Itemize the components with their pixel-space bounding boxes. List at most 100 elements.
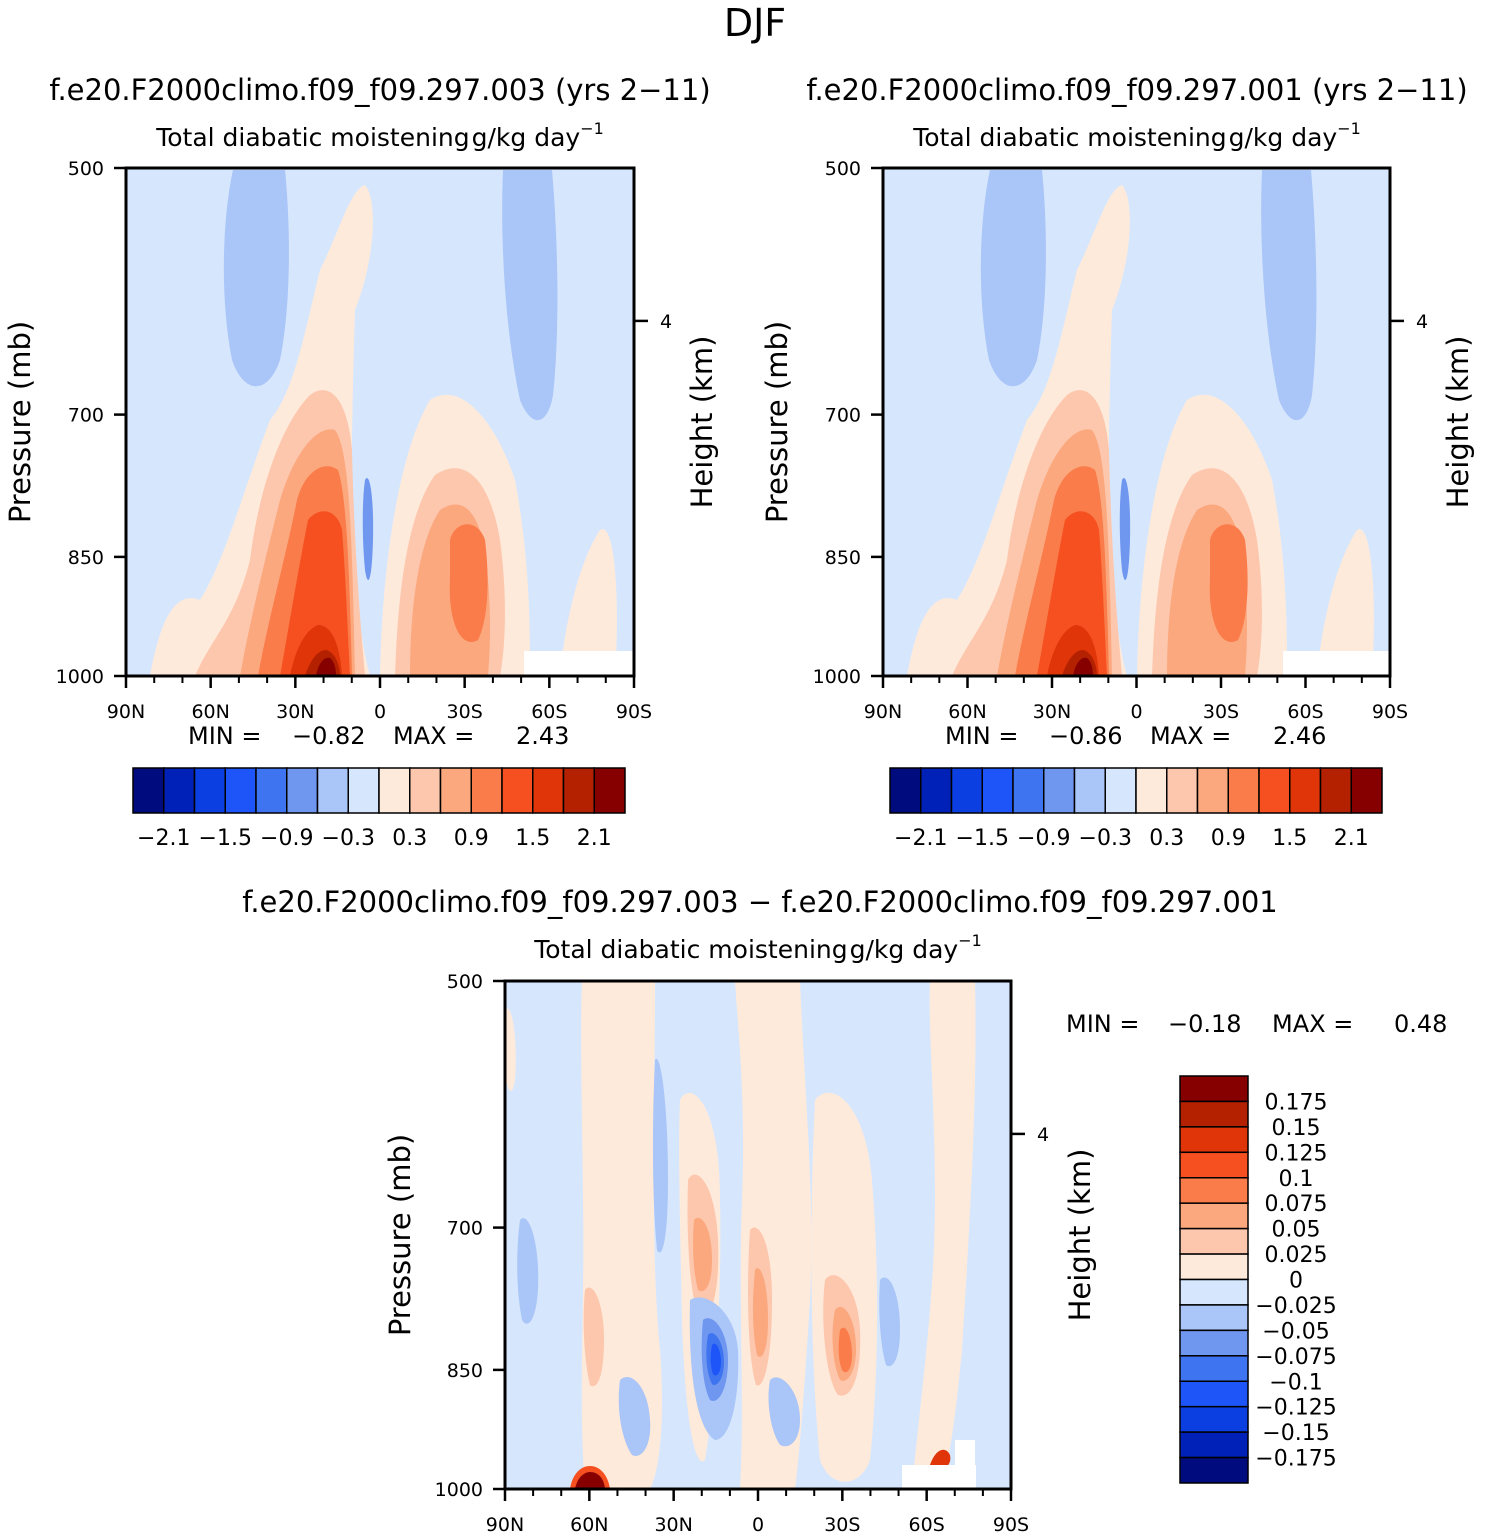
colorbar-swatch — [1350, 767, 1383, 814]
case-a-title: f.e20.F2000climo.f09_f09.297.003 (yrs 2−… — [49, 73, 710, 107]
colorbar-swatch — [1166, 767, 1199, 814]
y-tick-label: 500 — [68, 158, 104, 180]
y-tick-label: 850 — [68, 547, 104, 569]
panel-diff-negative-c — [768, 1377, 800, 1447]
colorbar-swatch — [1179, 1075, 1249, 1103]
x-tick-label: 30S — [1203, 701, 1239, 723]
colorbar-label: −2.1 — [894, 826, 947, 851]
colorbar-label: 1.5 — [1272, 826, 1307, 851]
y-tick-label: 850 — [825, 547, 861, 569]
colorbar-swatch — [286, 767, 319, 814]
colorbar-swatch — [347, 767, 380, 814]
panel-a-colorbar: −2.1 −1.5 −0.9 −0.3 0.3 0.9 1.5 2.1 — [132, 767, 626, 851]
y-tick-label: 700 — [825, 405, 861, 427]
colorbar-swatch — [1179, 1329, 1249, 1357]
panel-diff-contour-2-b — [752, 1268, 768, 1357]
colorbar-swatch — [920, 767, 953, 814]
colorbar-label: −0.125 — [1255, 1396, 1336, 1421]
colorbar-swatch — [1135, 767, 1168, 814]
panel-a-max-label: MAX = — [393, 722, 474, 750]
colorbar-label: −0.05 — [1262, 1319, 1329, 1344]
panel-b-ylabel-right: Height (km) — [1441, 336, 1475, 509]
panel-a-field — [126, 168, 634, 676]
panel-b-negative-region-south — [1261, 170, 1317, 421]
x-tick-label: 90N — [486, 1514, 524, 1536]
panel-diff-max-label: MAX = — [1272, 1010, 1353, 1038]
panel-diff-positive-60n-surface-1 — [575, 1472, 605, 1489]
colorbar-label: 0.175 — [1265, 1090, 1328, 1115]
colorbar-swatch — [1289, 767, 1322, 814]
panel-diff-contour-3 — [838, 1327, 852, 1373]
colorbar-label: −0.3 — [1079, 826, 1132, 851]
y-tick-label: 850 — [447, 1360, 483, 1382]
x-tick-label: 60N — [191, 701, 229, 723]
panel-a-ylabel-right: Height (km) — [685, 336, 719, 509]
y-right-tick-label: 4 — [660, 311, 672, 333]
y-tick-label: 500 — [825, 158, 861, 180]
x-tick-label: 0 — [1130, 701, 1142, 723]
colorbar-swatch — [439, 767, 472, 814]
colorbar-label: −0.9 — [1017, 826, 1070, 851]
panel-b-contour-0-far-south — [1317, 529, 1374, 676]
panel-a-max-value: 2.43 — [516, 722, 569, 750]
colorbar-label: 2.1 — [1334, 826, 1369, 851]
colorbar-swatch — [163, 767, 196, 814]
colorbar-swatch — [1179, 1151, 1249, 1179]
colorbar-label: 0.05 — [1272, 1218, 1321, 1243]
colorbar-label: −0.3 — [322, 826, 375, 851]
colorbar-swatch — [470, 767, 503, 814]
panel-a-ylabel: Pressure (mb) — [3, 321, 37, 523]
panel-b-min-value: −0.86 — [1049, 722, 1123, 750]
panel-diff-contour-2-c — [693, 1217, 712, 1292]
panel-b-contour-7 — [1073, 657, 1093, 676]
colorbar-label: 1.5 — [515, 826, 550, 851]
colorbar-label: 0.125 — [1265, 1141, 1328, 1166]
y-tick-label: 700 — [447, 1218, 483, 1240]
panel-diff-colorbar: 0.1750.150.1250.10.0750.050.0250−0.025−0… — [1179, 1075, 1337, 1484]
colorbar-swatch — [562, 767, 595, 814]
panel-b-negative-region-north — [980, 170, 1046, 387]
y-tick-label: 1000 — [56, 666, 104, 688]
x-tick-label: 0 — [752, 1514, 764, 1536]
colorbar-label: −0.025 — [1255, 1294, 1336, 1319]
panel-diff-contour-1-d — [583, 1287, 604, 1387]
panel-diff-negative-d — [517, 1218, 539, 1324]
panel-diff-missing-data-2 — [955, 1440, 975, 1465]
season-title: DJF — [724, 1, 786, 45]
colorbar-swatch — [501, 767, 534, 814]
colorbar-swatch — [1104, 767, 1137, 814]
colorbar-swatch — [132, 767, 165, 814]
y-right-tick-label: 4 — [1037, 1124, 1049, 1146]
panel-a-title: Total diabatic moisteningg/kg day−1 — [155, 119, 604, 152]
panel-b-ylabel: Pressure (mb) — [760, 321, 794, 523]
y-tick-label: 1000 — [813, 666, 861, 688]
colorbar-swatch — [1196, 767, 1229, 814]
colorbar-label: 0 — [1289, 1269, 1303, 1294]
panel-a-min-value: −0.82 — [292, 722, 366, 750]
y-tick-label: 500 — [447, 971, 483, 993]
panel-diff-positive-left-edge — [505, 1008, 516, 1091]
panel-diff-title: Total diabatic moisteningg/kg day−1 — [533, 931, 982, 964]
colorbar-label: 0.025 — [1265, 1243, 1328, 1268]
panel-a-contour-4 — [280, 511, 350, 676]
colorbar-swatch — [409, 767, 442, 814]
y-tick-label: 700 — [68, 405, 104, 427]
colorbar-swatch — [1043, 767, 1076, 814]
colorbar-label: −0.15 — [1262, 1421, 1329, 1446]
colorbar-swatch — [1319, 767, 1352, 814]
x-tick-label: 60N — [948, 701, 986, 723]
colorbar-swatch — [1179, 1405, 1249, 1433]
colorbar-swatch — [1179, 1202, 1249, 1230]
colorbar-swatch — [981, 767, 1014, 814]
panel-b-field — [883, 168, 1390, 676]
panel-diff: Total diabatic moisteningg/kg day−1 — [383, 931, 1447, 1536]
colorbar-swatch — [1179, 1431, 1249, 1459]
x-tick-label: 60N — [570, 1514, 608, 1536]
colorbar-swatch — [1179, 1253, 1249, 1281]
colorbar-swatch — [1179, 1355, 1249, 1382]
colorbar-swatch — [193, 767, 226, 814]
colorbar-swatch — [1179, 1126, 1249, 1154]
colorbar-swatch — [1179, 1304, 1249, 1332]
colorbar-swatch — [593, 767, 626, 814]
